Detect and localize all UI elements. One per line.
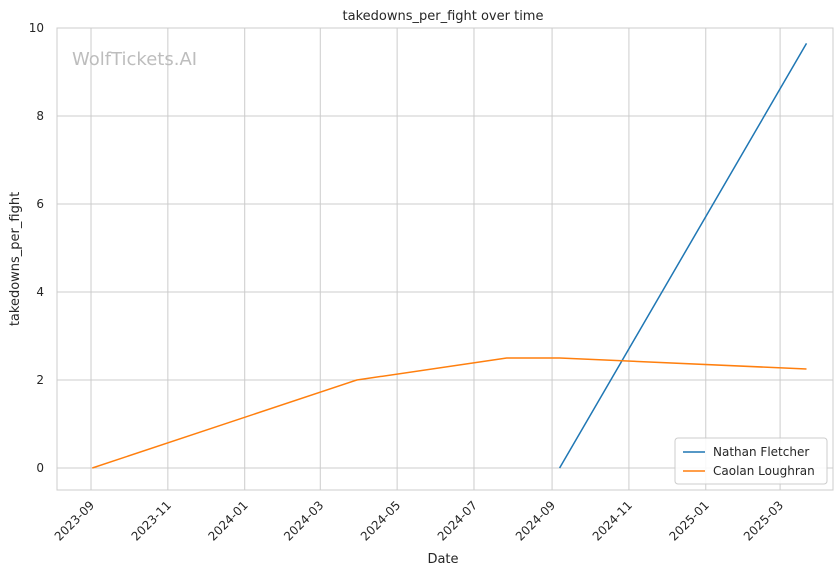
legend-label: Caolan Loughran <box>713 464 815 478</box>
series-line-0 <box>558 43 808 469</box>
y-tick-label: 8 <box>36 109 44 123</box>
y-tick-label: 4 <box>36 285 44 299</box>
y-tick-label: 6 <box>36 197 44 211</box>
series-line-1 <box>92 357 807 469</box>
y-tick-label: 10 <box>29 21 44 35</box>
chart-title: takedowns_per_fight over time <box>343 9 544 24</box>
grid <box>57 27 833 490</box>
y-axis-title: takedowns_per_fight <box>8 192 23 326</box>
plot-frame <box>56 27 834 491</box>
x-axis-title: Date <box>427 552 458 567</box>
y-tick-label: 0 <box>36 461 44 475</box>
legend-box <box>674 437 828 485</box>
watermark: WolfTickets.AI <box>72 49 197 70</box>
y-tick-label: 2 <box>36 373 44 387</box>
y-axis-ticks: 0 2 4 6 8 10 <box>29 21 44 475</box>
series-lines <box>92 43 808 469</box>
legend: Nathan Fletcher Caolan Loughran <box>674 437 828 485</box>
legend-label: Nathan Fletcher <box>713 445 809 459</box>
